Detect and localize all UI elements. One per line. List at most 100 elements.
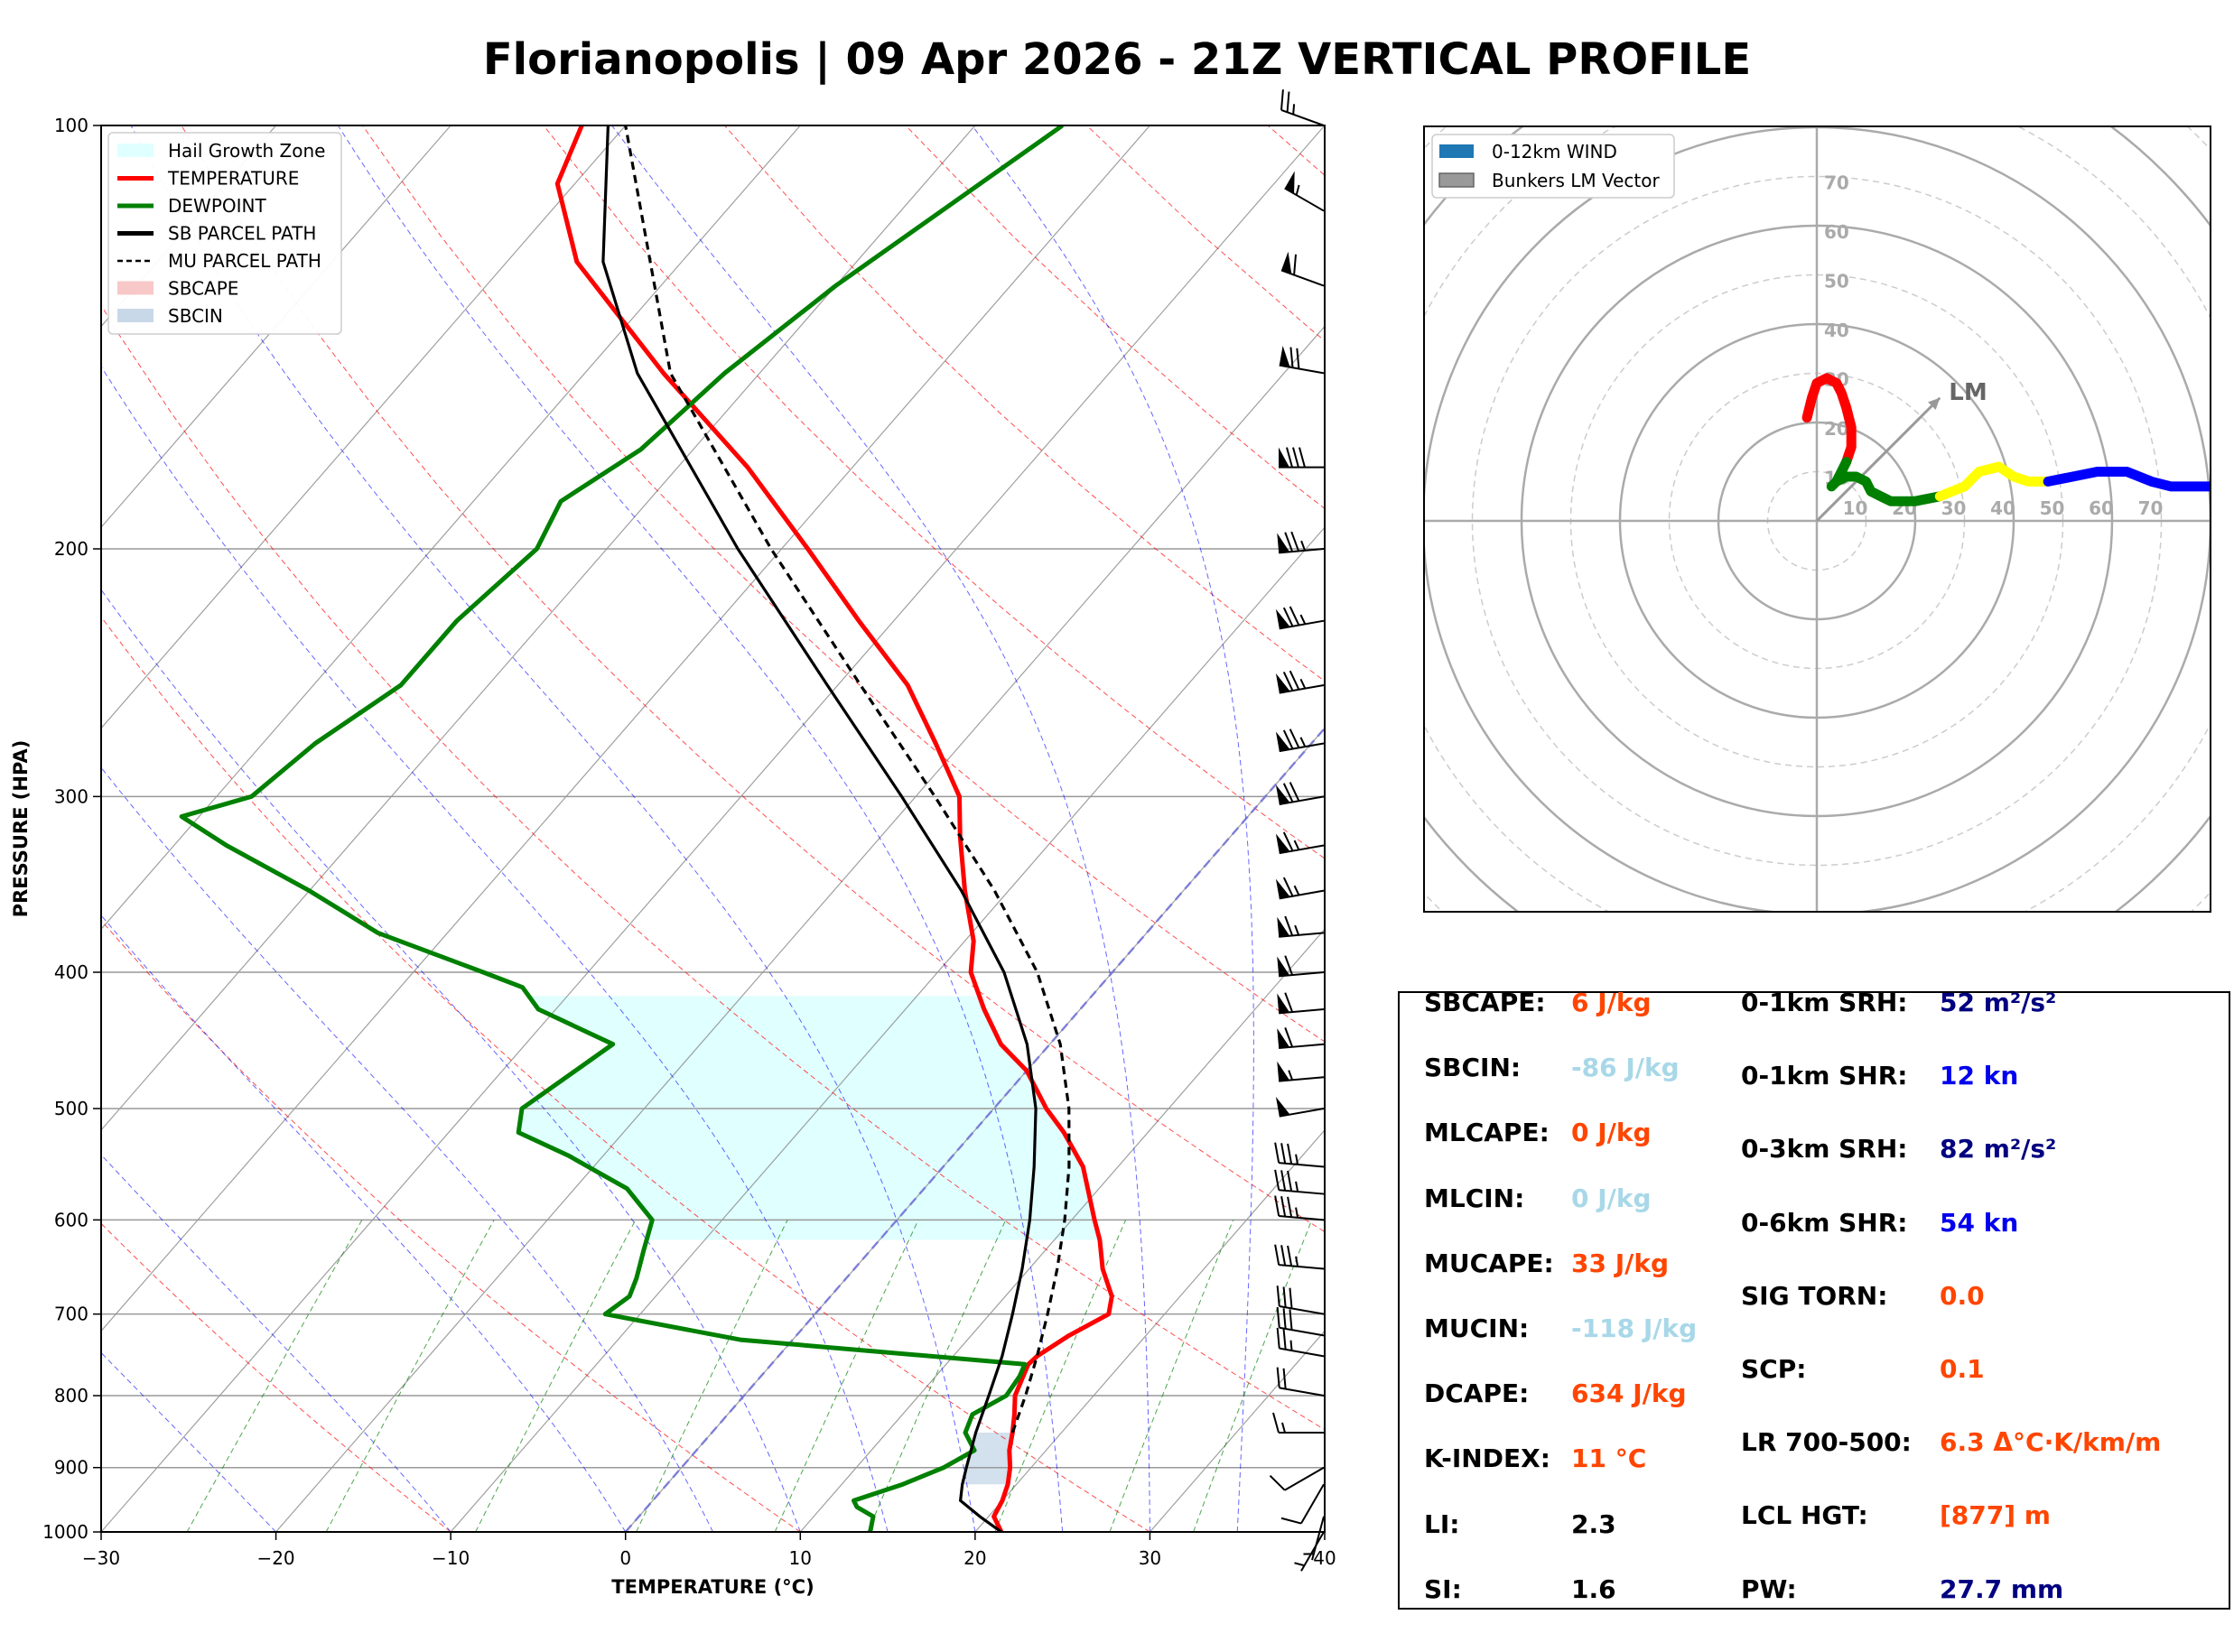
barb-full [1282, 1329, 1287, 1350]
dry-adiabat [181, 125, 1325, 1233]
wind-barb [1277, 1061, 1325, 1082]
barb-full [1282, 607, 1294, 627]
barb-half [1295, 184, 1300, 196]
barb-half [1295, 1207, 1299, 1219]
barb-full [1282, 729, 1294, 749]
barb-shaft [1279, 932, 1325, 938]
skewt-legend: Hail Growth Zone TEMPERATURE DEWPOINT SB PA… [107, 132, 342, 335]
param-value: 0 J/kg [1571, 1118, 1652, 1148]
legend-label: Bunkers LM Vector [1492, 170, 1661, 191]
barb-full [1269, 1474, 1286, 1491]
barb-shaft [1279, 971, 1325, 978]
y-tick-label: 600 [54, 1209, 88, 1230]
hodo-ring-label-y: 50 [1824, 271, 1849, 292]
barb-half [1289, 1340, 1293, 1351]
param-label: MUCAPE: [1424, 1248, 1554, 1278]
param-value: 0 J/kg [1571, 1183, 1652, 1213]
wind-barb [1274, 1195, 1325, 1221]
barb-shaft [1279, 1162, 1325, 1168]
wind-barb [1276, 1285, 1325, 1315]
x-tick-label: −10 [432, 1547, 470, 1569]
legend-label: 0-12km WIND [1492, 141, 1617, 162]
y-tick-label: 900 [54, 1457, 88, 1479]
y-tick-label: 200 [54, 538, 88, 560]
moist-adiabat [101, 766, 713, 1532]
mixing-ratio-line [325, 1220, 495, 1532]
legend-swatch [117, 281, 154, 295]
param-label: SIG TORN: [1741, 1280, 1888, 1311]
barb-half [1295, 1181, 1299, 1193]
barb-full [1280, 1170, 1287, 1191]
isotherm [275, 325, 1325, 1532]
hodo-ring-label-x: 40 [1990, 497, 2015, 519]
hodo-ring-label-y: 70 [1824, 172, 1849, 194]
param-value: 82 m²/s² [1940, 1134, 2057, 1165]
legend-label: Hail Growth Zone [168, 140, 325, 162]
dewpoint-line [179, 125, 1065, 1532]
barb-shaft [1279, 364, 1325, 375]
hodograph-legend: 0-12km WIND Bunkers LM Vector [1431, 134, 1675, 199]
isotherm [101, 125, 451, 529]
wind-barb [1284, 171, 1325, 212]
barb-full [1272, 1412, 1280, 1434]
barb-full [1299, 447, 1306, 468]
barb-flag [1275, 673, 1290, 693]
barb-half [1293, 840, 1300, 850]
barb-full [1284, 955, 1294, 976]
x-axis-label: TEMPERATURE (°C) [611, 1576, 814, 1598]
barb-flag [1277, 1028, 1290, 1049]
isotherm [101, 125, 1150, 1332]
barb-shaft [1279, 1076, 1325, 1082]
barb-full [1282, 1286, 1287, 1308]
barb-half [1299, 678, 1307, 690]
param-value: 11 °C [1571, 1443, 1647, 1474]
y-tick-label: 500 [54, 1098, 88, 1119]
param-label: LCL HGT: [1741, 1500, 1868, 1531]
x-tick-label: 0 [619, 1547, 631, 1569]
dry-adiabat [101, 304, 1325, 1431]
y-tick-label: 400 [54, 961, 88, 983]
barb-full [1282, 877, 1294, 897]
param-label: 0-6km SHR: [1741, 1207, 1908, 1238]
wind-barb [1294, 1531, 1325, 1572]
param-label: SBCIN: [1424, 1053, 1522, 1083]
mixing-ratio-line [186, 1220, 363, 1532]
barb-full [1284, 1027, 1294, 1048]
hodo-trace-segment [1934, 461, 2053, 502]
wind-barb [1303, 1516, 1325, 1561]
barb-half [1293, 885, 1300, 896]
wind-barb [1275, 606, 1325, 630]
x-tick-label: 40 [1313, 1547, 1336, 1569]
y-tick-label: 800 [54, 1385, 88, 1406]
barb-full [1289, 606, 1300, 626]
dry-adiabat [101, 919, 801, 1532]
barb-flag [1279, 447, 1289, 468]
x-tick-label: 30 [1139, 1547, 1161, 1569]
wind-barbs [1269, 89, 1325, 1572]
barb-half [1300, 540, 1307, 552]
barb-full [1274, 1142, 1280, 1164]
moist-adiabat [101, 914, 627, 1532]
hodo-trace-segment [2043, 467, 2211, 492]
barb-full [1289, 670, 1300, 691]
legend-label: SB PARCEL PATH [168, 223, 316, 245]
barb-full [1289, 1309, 1293, 1331]
barb-full [1282, 672, 1294, 691]
sb-parcel-path-line [601, 125, 1038, 1532]
wind-barb [1277, 915, 1325, 938]
barb-full [1292, 447, 1299, 468]
hodo-ring [1424, 126, 2211, 912]
barb-full [1282, 831, 1294, 852]
barb-full [1280, 1143, 1287, 1164]
param-label: LI: [1424, 1508, 1460, 1539]
legend-label: DEWPOINT [168, 195, 266, 217]
dry-adiabat [361, 125, 1325, 1043]
barb-half [1299, 614, 1307, 625]
barb-flag [1275, 1097, 1290, 1117]
barb-shaft [1279, 1215, 1325, 1221]
wind-barb [1277, 1027, 1325, 1050]
barb-flag [1277, 916, 1290, 937]
barb-full [1280, 1245, 1287, 1266]
barb-full [1276, 1306, 1280, 1328]
barb-shaft [1279, 1347, 1325, 1358]
